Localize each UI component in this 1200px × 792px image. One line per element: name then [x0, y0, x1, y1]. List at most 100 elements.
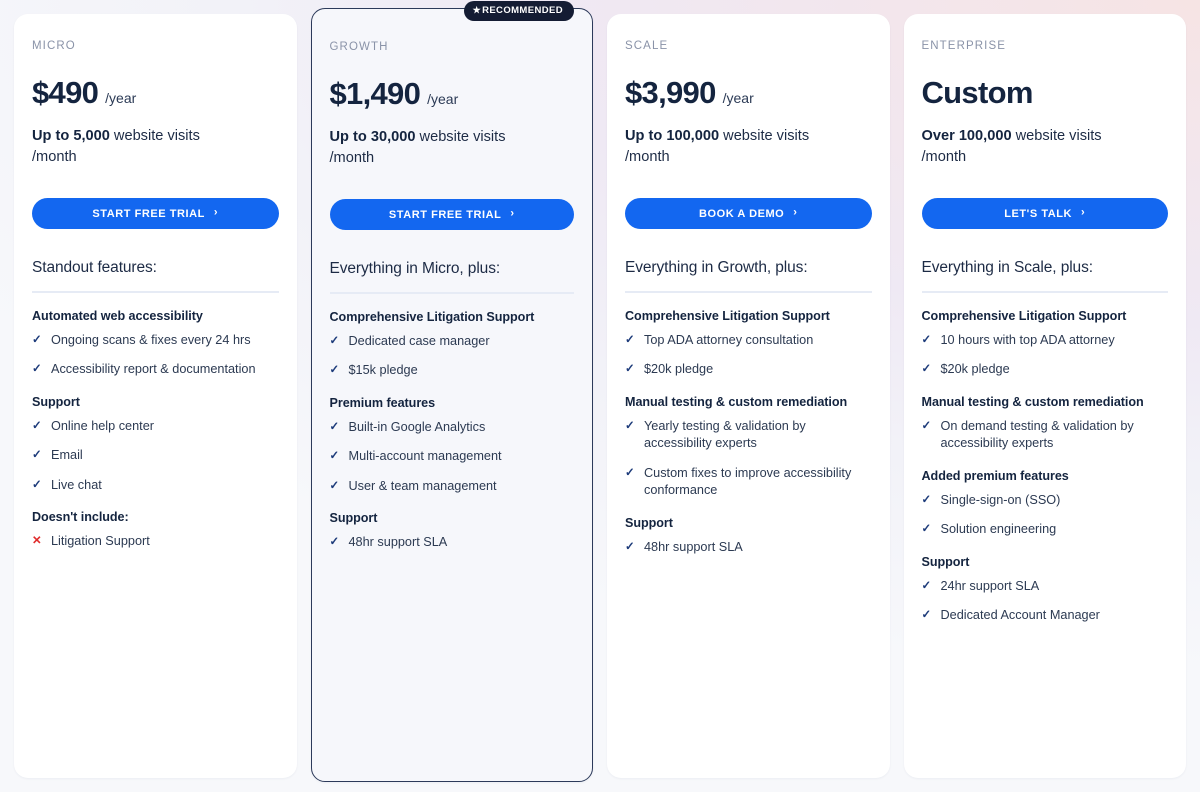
feature-item-label: Multi-account management [348, 449, 502, 464]
feature-item: ✓ 48hr support SLA [625, 539, 872, 557]
plan-visits-amount: Up to 100,000 [625, 128, 720, 144]
section-divider [32, 291, 279, 293]
feature-group-heading: Support [32, 394, 80, 409]
plan-visits-unit: website visits /month [625, 128, 810, 165]
plan-visits-unit: website visits /month [329, 129, 506, 166]
plan-visits-amount: Up to 5,000 [32, 128, 110, 144]
check-icon: ✓ [625, 419, 635, 432]
feature-item-label: On demand testing & validation by access… [940, 418, 1134, 451]
plan-card-growth: ★ RECOMMENDED GROWTH $1,490/year Up to 30,00… [310, 1, 593, 782]
feature-item-label: Dedicated case manager [348, 333, 490, 348]
feature-item: ✓ 48hr support SLA [330, 534, 575, 552]
feature-item: ✓ 24hr support SLA [922, 578, 1169, 596]
feature-group-heading: Automated web accessibility [32, 308, 203, 323]
section-divider [625, 291, 872, 293]
plan-price-amount: Custom [921, 75, 1034, 110]
check-icon: ✓ [32, 478, 42, 491]
cross-icon: ✕ [32, 535, 42, 548]
plan-cta-button[interactable]: START FREE TRIAL › [32, 198, 279, 229]
plan-cta-label: START FREE TRIAL [92, 207, 205, 220]
feature-item: ✓ Top ADA attorney consultation [625, 332, 872, 350]
plan-card-enterprise: ENTERPRISE Custom Over 100,000 website vis… [903, 14, 1186, 778]
plan-visits-line: Over 100,000 website visits /month [922, 126, 1137, 168]
feature-item-label: 24hr support SLA [940, 578, 1040, 593]
feature-item-label: Solution engineering [940, 522, 1057, 537]
feature-group-heading: Comprehensive Litigation Support [329, 309, 535, 324]
feature-item-label: User & team management [348, 478, 497, 493]
feature-item: ✓ Solution engineering [922, 521, 1169, 539]
plan-tier-label: GROWTH [329, 41, 389, 53]
check-icon: ✓ [329, 364, 340, 377]
check-icon: ✓ [32, 449, 42, 462]
feature-group-heading: Comprehensive Litigation Support [625, 308, 830, 323]
plan-price-amount: $490 [32, 75, 99, 110]
plan-cta-button[interactable]: LET'S TALK › [921, 198, 1168, 229]
feature-item: ✓ $20k pledge [625, 361, 872, 379]
feature-item: ✓ Email [32, 447, 279, 465]
check-icon: ✓ [625, 333, 635, 346]
plan-cta-label: START FREE TRIAL [388, 208, 502, 221]
feature-item-label: 48hr support SLA [644, 539, 743, 554]
chevron-right-icon: › [213, 206, 219, 219]
chevron-right-icon: › [1081, 206, 1086, 219]
check-icon: ✓ [625, 363, 635, 376]
section-divider [921, 291, 1168, 293]
feature-item-label: Built-in Google Analytics [348, 419, 486, 434]
feature-item-label: 48hr support SLA [348, 535, 448, 550]
pricing-plans-grid: MICRO $490/year Up to 5,000 website visits… [14, 1, 1186, 782]
feature-item: ✓ On demand testing & validation by acces… [922, 418, 1169, 453]
plan-tier-label: MICRO [32, 40, 76, 52]
plan-cta-label: LET'S TALK [1004, 207, 1073, 220]
feature-item-label: $15k pledge [348, 363, 418, 378]
recommended-badge: ★ RECOMMENDED [463, 1, 574, 21]
feature-item: ✓ User & team management [330, 478, 575, 496]
feature-item-label: Yearly testing & validation by accessibi… [644, 418, 806, 451]
plan-cta-button[interactable]: START FREE TRIAL › [329, 199, 574, 230]
feature-item-label: Email [51, 448, 83, 463]
feature-item: ✓ Multi-account management [330, 448, 575, 466]
feature-item: ✓ Dedicated case manager [330, 333, 575, 351]
feature-item: ✕ Litigation Support [32, 533, 279, 551]
recommended-badge-label: RECOMMENDED [482, 5, 563, 16]
check-icon: ✓ [329, 479, 340, 492]
check-icon: ✓ [921, 579, 932, 592]
check-icon: ✓ [329, 420, 340, 433]
feature-item: ✓ Live chat [32, 477, 279, 495]
feature-item-label: Litigation Support [51, 534, 150, 549]
check-icon: ✓ [329, 536, 340, 549]
feature-group-heading: Added premium features [921, 468, 1069, 483]
plan-visits-amount: Up to 30,000 [329, 129, 416, 145]
feature-item: ✓ Ongoing scans & fixes every 24 hrs [32, 332, 279, 350]
check-icon: ✓ [625, 540, 635, 553]
feature-item: ✓ Built-in Google Analytics [330, 419, 575, 437]
plan-tier-label: ENTERPRISE [921, 40, 1006, 52]
check-icon: ✓ [921, 333, 932, 346]
feature-group-heading: Manual testing & custom remediation [921, 394, 1144, 409]
plan-visits-unit: website visits /month [921, 128, 1102, 165]
plan-tier-label: SCALE [625, 40, 669, 52]
feature-item-label: 10 hours with top ADA attorney [940, 332, 1115, 347]
plan-cta-label: BOOK A DEMO [698, 207, 785, 220]
feature-item: ✓ Online help center [32, 418, 279, 436]
plan-section-title: Everything in Growth, plus: [625, 259, 808, 276]
check-icon: ✓ [921, 523, 932, 536]
plan-price-row: Custom [922, 77, 1169, 108]
plan-price-row: $3,990/year [625, 77, 872, 108]
check-icon: ✓ [329, 450, 340, 463]
plan-price-amount: $3,990 [625, 75, 716, 110]
plan-visits-amount: Over 100,000 [921, 128, 1012, 144]
feature-item-label: Online help center [51, 418, 154, 433]
feature-group-heading: Manual testing & custom remediation [625, 394, 848, 409]
plan-cta-button[interactable]: BOOK A DEMO › [625, 198, 872, 229]
feature-item-label: $20k pledge [940, 362, 1010, 377]
feature-item-label: Dedicated Account Manager [940, 608, 1100, 623]
feature-group-heading: Support [329, 511, 378, 526]
feature-item-label: Top ADA attorney consultation [644, 332, 814, 347]
check-icon: ✓ [32, 333, 42, 346]
star-icon: ★ [472, 5, 482, 16]
section-divider [329, 292, 574, 294]
feature-item: ✓ 10 hours with top ADA attorney [922, 332, 1169, 350]
check-icon: ✓ [921, 609, 932, 622]
plan-price-period: /year [105, 90, 137, 106]
feature-group-heading: Doesn't include: [32, 510, 129, 525]
